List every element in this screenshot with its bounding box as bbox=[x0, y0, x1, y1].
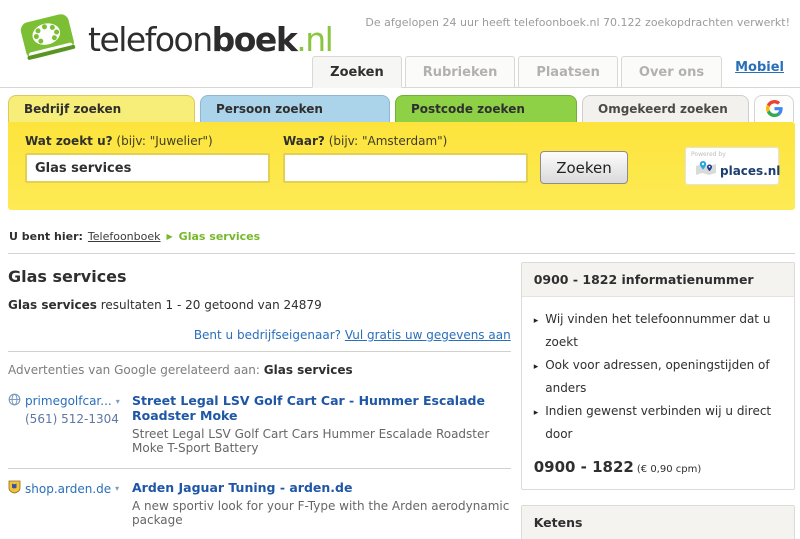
places-badge[interactable]: Powered by places.nl bbox=[685, 147, 781, 185]
google-ad: primegolfcar... ▾ (561) 512-1304 Street … bbox=[8, 393, 511, 455]
chevron-down-icon: ▾ bbox=[115, 484, 120, 493]
nav-link-mobiel[interactable]: Mobiel bbox=[735, 60, 784, 75]
ad-title-link[interactable]: Street Legal LSV Golf Cart Car - Hummer … bbox=[132, 393, 485, 423]
breadcrumb: U bent hier: Telefoonboek ▶ Glas service… bbox=[9, 230, 800, 243]
content-divider bbox=[8, 253, 795, 254]
what-label: Wat zoekt u? (bijv: "Juwelier") bbox=[25, 134, 213, 148]
sidebar: 0900 - 1822 informatienummer ▸ Wij vinden… bbox=[520, 254, 795, 539]
tab-omgekeerd-zoeken[interactable]: Omgekeerd zoeken bbox=[582, 95, 749, 122]
breadcrumb-current: Glas services bbox=[178, 230, 261, 243]
nav-tab-plaatsen[interactable]: Plaatsen bbox=[518, 56, 618, 88]
owner-line: Bent u bedrijfseigenaar? Vul gratis uw g… bbox=[193, 328, 511, 342]
shield-favicon-icon bbox=[8, 480, 21, 497]
info-number-line: 0900 - 1822 (€ 0,90 cpm) bbox=[533, 458, 702, 476]
logo-book-icon bbox=[14, 8, 80, 70]
ad-source[interactable]: shop.arden.de ▾ bbox=[8, 480, 132, 497]
stats-text: De afgelopen 24 uur heeft telefoonboek.n… bbox=[365, 16, 790, 29]
breadcrumb-prefix: U bent hier: bbox=[9, 230, 83, 243]
chains-box-title: Ketens bbox=[521, 506, 794, 539]
ad-description: Street Legal LSV Golf Cart Cars Hummer E… bbox=[132, 427, 490, 455]
nav-tab-over-ons[interactable]: Over ons bbox=[620, 56, 723, 88]
breadcrumb-arrow-icon: ▶ bbox=[166, 232, 173, 241]
ad-source-text: shop.arden.de bbox=[25, 481, 112, 496]
nav-tab-zoeken[interactable]: Zoeken bbox=[312, 56, 402, 88]
results-column: Glas services Glas services resultaten 1… bbox=[8, 254, 511, 539]
owner-register-link[interactable]: Vul gratis uw gegevens aan bbox=[344, 328, 511, 342]
what-input[interactable] bbox=[25, 153, 270, 183]
globe-icon bbox=[8, 393, 21, 409]
results-summary: Glas services resultaten 1 - 20 getoond … bbox=[8, 298, 322, 312]
main-nav: Zoeken Rubrieken Plaatsen Over ons Mobie… bbox=[309, 56, 794, 88]
bullet-icon: ▸ bbox=[533, 362, 539, 372]
ad-description: A new sportiv look for your F-Type with … bbox=[132, 499, 510, 527]
where-label: Waar? (bijv: "Amsterdam") bbox=[283, 134, 448, 148]
logo-text: telefoonboek.nl bbox=[88, 19, 334, 59]
powered-by-label: Powered by bbox=[691, 151, 726, 158]
tab-persoon-zoeken[interactable]: Persoon zoeken bbox=[200, 95, 390, 122]
site-header: telefoonboek.nl De afgelopen 24 uur heef… bbox=[0, 0, 800, 88]
ad-source[interactable]: primegolfcar... ▾ bbox=[8, 393, 132, 409]
zoeken-button[interactable]: Zoeken bbox=[540, 151, 628, 184]
tab-bedrijf-zoeken[interactable]: Bedrijf zoeken bbox=[8, 95, 195, 122]
where-input[interactable] bbox=[283, 153, 528, 183]
search-panel: Wat zoekt u? (bijv: "Juwelier") Waar? (b… bbox=[8, 122, 795, 210]
search-tabs: Bedrijf zoeken Persoon zoeken Postcode z… bbox=[8, 95, 795, 122]
google-g-icon bbox=[765, 100, 783, 120]
info-number-box: 0900 - 1822 informatienummer ▸ Wij vinden… bbox=[520, 262, 795, 490]
site-logo[interactable]: telefoonboek.nl bbox=[14, 8, 334, 70]
places-map-icon bbox=[694, 160, 718, 181]
page-title: Glas services bbox=[8, 267, 127, 286]
ad-title-link[interactable]: Arden Jaguar Tuning - arden.de bbox=[132, 480, 353, 495]
ad-phone: (561) 512-1304 bbox=[25, 412, 119, 426]
nav-tab-rubrieken[interactable]: Rubrieken bbox=[404, 56, 516, 88]
divider bbox=[8, 468, 511, 469]
chains-box: Ketens ▸Ford(209) ▸Mitsubishi motors(144… bbox=[520, 505, 795, 539]
places-brand-label: places.nl bbox=[720, 163, 781, 178]
info-box-title: 0900 - 1822 informatienummer bbox=[521, 263, 794, 297]
tab-postcode-zoeken[interactable]: Postcode zoeken bbox=[395, 95, 577, 122]
info-item: ▸ Indien gewenst verbinden wij u direct d… bbox=[533, 404, 772, 441]
tab-google-search[interactable] bbox=[754, 95, 794, 122]
ad-source-text: primegolfcar... bbox=[25, 394, 112, 408]
ads-header: Advertenties van Google gerelateerd aan:… bbox=[8, 363, 353, 377]
google-ad: shop.arden.de ▾ Arden Jaguar Tuning - ar… bbox=[8, 480, 511, 527]
bullet-icon: ▸ bbox=[533, 316, 539, 326]
info-item: ▸ Wij vinden het telefoonnummer dat u zoe… bbox=[533, 312, 771, 349]
breadcrumb-home-link[interactable]: Telefoonboek bbox=[87, 230, 161, 243]
bullet-icon: ▸ bbox=[533, 408, 539, 418]
info-item: ▸ Ook voor adressen, openingstijden of an… bbox=[533, 358, 770, 395]
chevron-down-icon: ▾ bbox=[115, 396, 120, 406]
divider bbox=[8, 351, 511, 352]
